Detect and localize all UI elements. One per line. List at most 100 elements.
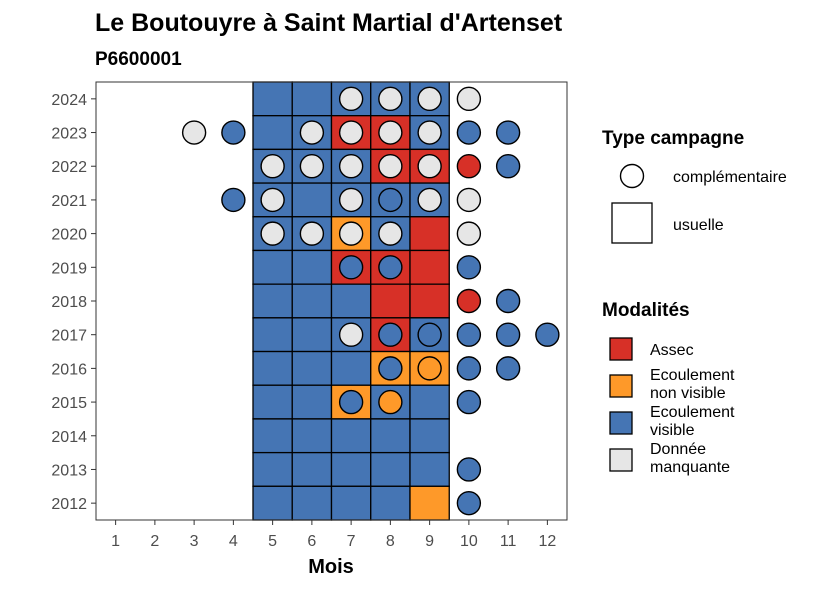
legend-modalite-key xyxy=(609,374,633,398)
complementaire-point xyxy=(260,221,285,246)
legend-modalite-key xyxy=(609,448,633,472)
complementaire-point xyxy=(456,120,482,145)
y-tick-label: 2022 xyxy=(51,159,87,176)
complementaire-point xyxy=(495,120,521,145)
legend-modalite-label: Assec xyxy=(650,342,694,359)
complementaire-point xyxy=(338,221,364,246)
complementaire-point xyxy=(456,221,482,246)
legend-modalite-label-line: non visible xyxy=(650,385,726,402)
legend-modalite-label-line: visible xyxy=(650,422,695,439)
y-tick-label: 2016 xyxy=(51,361,87,378)
legend-modalite-label-line: Ecoulement xyxy=(650,404,735,421)
complementaire-point xyxy=(456,490,482,516)
usuelle-tile xyxy=(409,283,450,319)
complementaire-point xyxy=(378,322,403,347)
complementaire-point xyxy=(456,288,482,314)
complementaire-point xyxy=(378,86,403,112)
usuelle-tile xyxy=(409,216,450,252)
usuelle-tile xyxy=(291,418,333,454)
legend-modalite-label: Ecoulement visible xyxy=(650,404,735,439)
complementaire-point xyxy=(299,154,325,179)
x-tick-label: 8 xyxy=(386,533,395,550)
legend-type-title: Type campagne xyxy=(602,128,744,149)
legend-modalite-label: Donnée manquante xyxy=(650,441,730,476)
complementaire-point xyxy=(456,322,482,347)
complementaire-point xyxy=(417,322,442,347)
complementaire-point xyxy=(495,154,521,179)
x-tick-label: 4 xyxy=(229,533,238,550)
complementaire-point xyxy=(495,322,521,347)
complementaire-point xyxy=(378,389,403,415)
y-tick-label: 2021 xyxy=(51,193,87,210)
x-tick-label: 3 xyxy=(190,533,199,550)
usuelle-tile xyxy=(330,418,372,454)
usuelle-tile xyxy=(291,350,333,386)
x-tick-label: 2 xyxy=(150,533,159,550)
complementaire-point xyxy=(417,120,442,145)
complementaire-point xyxy=(338,154,364,179)
complementaire-point xyxy=(456,154,482,179)
legend-circle-key xyxy=(619,163,645,189)
complementaire-point xyxy=(495,288,521,314)
legend-type-label: usuelle xyxy=(673,217,724,234)
usuelle-tile xyxy=(291,317,333,353)
usuelle-tile xyxy=(370,418,411,454)
complementaire-point xyxy=(338,389,364,415)
complementaire-point xyxy=(181,120,207,145)
complementaire-point xyxy=(260,187,285,213)
complementaire-point xyxy=(417,356,442,381)
x-tick-label: 12 xyxy=(538,533,556,550)
y-tick-label: 2018 xyxy=(51,294,87,311)
usuelle-tile xyxy=(409,418,450,454)
usuelle-tile xyxy=(291,81,333,117)
usuelle-tile xyxy=(252,451,293,487)
usuelle-tile xyxy=(252,418,293,454)
legend-modalite-label-line: Ecoulement xyxy=(650,367,735,384)
complementaire-point xyxy=(378,154,403,179)
usuelle-tile xyxy=(252,317,293,353)
chart-subtitle: P6600001 xyxy=(95,49,182,70)
usuelle-tile xyxy=(409,485,450,521)
complementaire-point xyxy=(338,86,364,112)
usuelle-tile xyxy=(252,249,293,285)
complementaire-point xyxy=(378,255,403,280)
usuelle-tile xyxy=(291,182,333,218)
y-tick-label: 2012 xyxy=(51,496,87,513)
complementaire-point xyxy=(378,356,403,381)
usuelle-tile xyxy=(252,350,293,386)
legend-modalite-key xyxy=(609,337,633,361)
usuelle-tile xyxy=(330,283,372,319)
x-tick-label: 9 xyxy=(425,533,434,550)
y-tick-label: 2017 xyxy=(51,328,87,345)
usuelle-tile xyxy=(409,384,450,420)
complementaire-point xyxy=(299,221,325,246)
x-axis: 1 2 3 4 5 6 7 8 9 10 11 12 xyxy=(111,520,556,550)
usuelle-tile xyxy=(291,283,333,319)
legend-modalite-key xyxy=(609,411,633,435)
complementaire-point xyxy=(338,120,364,145)
y-tick-label: 2023 xyxy=(51,126,87,143)
complementaire-point xyxy=(456,457,482,482)
usuelle-tile xyxy=(370,451,411,487)
complementaire-point xyxy=(378,120,403,145)
complementaire-point xyxy=(417,86,442,112)
x-tick-label: 10 xyxy=(460,533,478,550)
usuelle-tile xyxy=(291,485,333,521)
usuelle-tile xyxy=(252,81,293,117)
complementaire-point xyxy=(260,154,285,179)
complementaire-point xyxy=(417,187,442,213)
legend-modalite-label-line: manquante xyxy=(650,459,730,476)
complementaire-point xyxy=(417,154,442,179)
complementaire-point xyxy=(299,120,325,145)
complementaire-point xyxy=(456,356,482,381)
legend: Type campagne complémentaire usuelle Modali… xyxy=(602,128,787,476)
usuelle-tile xyxy=(252,283,293,319)
usuelle-tile xyxy=(252,485,293,521)
legend-type-label: complémentaire xyxy=(673,169,787,186)
legend-modalite-label: Ecoulement non visible xyxy=(650,367,735,402)
complementaire-point xyxy=(338,322,364,347)
usuelle-tile xyxy=(370,283,411,319)
complementaire-point xyxy=(221,120,246,145)
y-axis: 2012 2013 2014 2015 2016 2017 2018 2019 2020 2021… xyxy=(51,92,96,513)
